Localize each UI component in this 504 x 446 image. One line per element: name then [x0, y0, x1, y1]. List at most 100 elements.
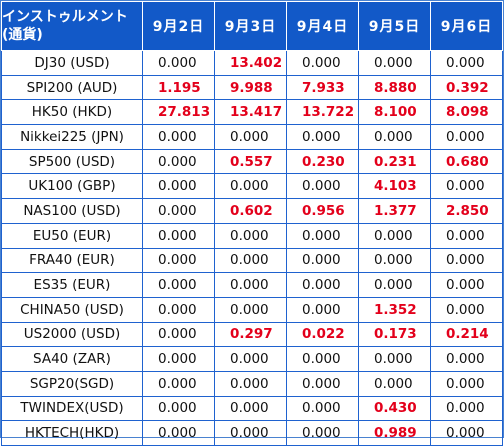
day-column-header: 9月6日	[430, 1, 503, 51]
instrument-cell: SPI200 (AUD)	[1, 74, 143, 101]
value-cell: 0.000	[214, 173, 287, 200]
value-cell: 0.000	[286, 247, 359, 274]
value-cell: 0.000	[430, 395, 503, 422]
value-cell: 0.000	[142, 222, 215, 249]
instrument-cell: ES35 (EUR)	[1, 272, 143, 298]
table-row: SA40 (ZAR) 0.000 0.000 0.000 0.000 0.000	[1, 346, 503, 372]
value-cell: 0.000	[214, 247, 287, 274]
value-cell: 0.214	[430, 321, 503, 348]
table-row: ES35 (EUR) 0.000 0.000 0.000 0.000 0.000	[1, 272, 503, 298]
table-row: Nikkei225 (JPN) 0.000 0.000 0.000 0.000 0.000	[1, 124, 503, 150]
value-cell: 0.000	[142, 321, 215, 348]
value-cell: 0.000	[286, 346, 359, 372]
instrument-cell: HKTECH(HKD)	[1, 420, 143, 446]
table-row: NAS100 (USD) 0.000 0.602 0.956 1.377 2.850	[1, 198, 503, 224]
value-cell: 0.000	[358, 124, 431, 150]
instrument-cell: Nikkei225 (JPN)	[1, 124, 143, 150]
table-row: DJ30 (USD) 0.000 13.402 0.000 0.000 0.000	[1, 50, 503, 76]
instrument-cell: UK100 (GBP)	[1, 173, 143, 200]
value-cell: 0.000	[430, 247, 503, 274]
day-column-header: 9月5日	[358, 1, 431, 51]
instrument-cell: US2000 (USD)	[1, 321, 143, 348]
day-column-header: 9月4日	[286, 1, 359, 51]
value-cell: 0.000	[142, 420, 215, 446]
value-cell: 0.557	[214, 148, 287, 175]
value-cell: 0.000	[430, 50, 503, 76]
value-cell: 0.000	[142, 296, 215, 323]
value-cell: 0.173	[358, 321, 431, 348]
value-cell: 0.000	[142, 346, 215, 372]
value-cell: 0.000	[142, 148, 215, 175]
instrument-cell: SP500 (USD)	[1, 148, 143, 175]
value-cell: 0.000	[286, 296, 359, 323]
instrument-cell: FRA40 (EUR)	[1, 247, 143, 274]
day-column-header: 9月2日	[142, 1, 215, 51]
value-cell: 0.000	[286, 222, 359, 249]
value-cell: 0.000	[430, 346, 503, 372]
value-cell: 0.000	[430, 173, 503, 200]
value-cell: 1.352	[358, 296, 431, 323]
value-cell: 0.000	[214, 272, 287, 298]
table-row: UK100 (GBP) 0.000 0.000 0.000 4.103 0.000	[1, 173, 503, 200]
value-cell: 8.100	[358, 99, 431, 126]
table-row: EU50 (EUR) 0.000 0.000 0.000 0.000 0.000	[1, 222, 503, 249]
table-row: SPI200 (AUD) 1.195 9.988 7.933 8.880 0.392	[1, 74, 503, 101]
value-cell: 0.000	[214, 420, 287, 446]
table-row: TWINDEX(USD) 0.000 0.000 0.000 0.430 0.000	[1, 395, 503, 422]
value-cell: 0.000	[430, 420, 503, 446]
value-cell: 0.000	[286, 420, 359, 446]
table-row: US2000 (USD) 0.000 0.297 0.022 0.173 0.214	[1, 321, 503, 348]
value-cell: 0.297	[214, 321, 287, 348]
value-cell: 4.103	[358, 173, 431, 200]
value-cell: 0.000	[214, 296, 287, 323]
instrument-cell: CHINA50 (USD)	[1, 296, 143, 323]
value-cell: 13.402	[214, 50, 287, 76]
value-cell: 0.000	[214, 222, 287, 249]
value-cell: 0.000	[358, 222, 431, 249]
table-row: HK50 (HKD) 27.813 13.417 13.722 8.100 8.098	[1, 99, 503, 126]
value-cell: 0.231	[358, 148, 431, 175]
value-cell: 0.956	[286, 198, 359, 224]
value-cell: 9.988	[214, 74, 287, 101]
value-cell: 0.000	[142, 370, 215, 397]
value-cell: 0.000	[286, 50, 359, 76]
value-cell: 0.022	[286, 321, 359, 348]
table-row: CHINA50 (USD) 0.000 0.000 0.000 1.352 0.000	[1, 296, 503, 323]
value-cell: 0.000	[142, 124, 215, 150]
value-cell: 0.000	[358, 346, 431, 372]
value-cell: 0.000	[142, 50, 215, 76]
table-body: DJ30 (USD) 0.000 13.402 0.000 0.000 0.000 SPI2…	[1, 50, 503, 446]
instrument-cell: HK50 (HKD)	[1, 99, 143, 126]
value-cell: 0.000	[358, 50, 431, 76]
value-cell: 0.989	[358, 420, 431, 446]
value-cell: 0.000	[430, 296, 503, 323]
value-cell: 0.000	[142, 173, 215, 200]
table-row: FRA40 (EUR) 0.000 0.000 0.000 0.000 0.000	[1, 247, 503, 274]
value-cell: 0.000	[142, 198, 215, 224]
value-cell: 8.098	[430, 99, 503, 126]
value-cell: 1.377	[358, 198, 431, 224]
value-cell: 0.000	[430, 370, 503, 397]
value-cell: 0.000	[286, 173, 359, 200]
value-cell: 0.000	[142, 247, 215, 274]
value-cell: 0.000	[214, 370, 287, 397]
value-cell: 2.850	[430, 198, 503, 224]
value-cell: 0.000	[430, 124, 503, 150]
table-row: SP500 (USD) 0.000 0.557 0.230 0.231 0.680	[1, 148, 503, 175]
value-cell: 0.000	[358, 272, 431, 298]
value-cell: 0.000	[214, 124, 287, 150]
table-row: SGP20(SGD) 0.000 0.000 0.000 0.000 0.000	[1, 370, 503, 397]
value-cell: 0.000	[142, 272, 215, 298]
table-header: インストゥルメント (通貨) 9月2日 9月3日 9月4日 9月5日 9月6日	[1, 1, 503, 51]
instrument-cell: EU50 (EUR)	[1, 222, 143, 249]
value-cell: 0.000	[358, 247, 431, 274]
value-cell: 0.000	[286, 395, 359, 422]
table-row: HKTECH(HKD) 0.000 0.000 0.000 0.989 0.000	[1, 420, 503, 446]
value-cell: 0.392	[430, 74, 503, 101]
instrument-cell: SA40 (ZAR)	[1, 346, 143, 372]
value-cell: 0.000	[214, 346, 287, 372]
value-cell: 7.933	[286, 74, 359, 101]
value-cell: 0.000	[214, 395, 287, 422]
